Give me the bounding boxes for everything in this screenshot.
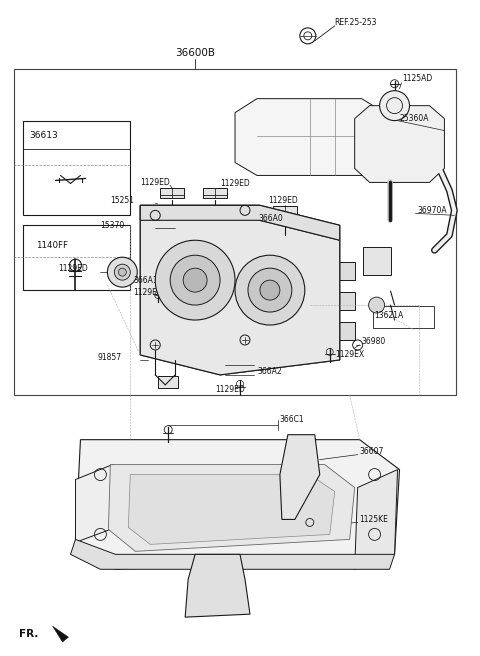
Polygon shape (71, 539, 395, 569)
Circle shape (119, 268, 126, 276)
Bar (335, 292, 355, 310)
Text: 1125AD: 1125AD (403, 74, 433, 83)
Polygon shape (280, 435, 320, 520)
Bar (23, 121, 130, 215)
Bar (13, 69, 456, 395)
Text: 1129EX: 1129EX (335, 350, 364, 359)
Bar (335, 322, 355, 340)
Polygon shape (52, 626, 69, 642)
Polygon shape (140, 205, 340, 240)
Bar (23, 225, 130, 290)
Polygon shape (355, 470, 397, 569)
Circle shape (260, 280, 280, 300)
Circle shape (380, 91, 409, 121)
Text: 366A1: 366A1 (133, 276, 158, 285)
Circle shape (369, 297, 384, 313)
Text: REF.25-253: REF.25-253 (335, 18, 377, 28)
Polygon shape (235, 98, 384, 175)
Circle shape (155, 240, 235, 320)
Polygon shape (108, 464, 355, 551)
Text: 15251: 15251 (110, 196, 134, 205)
Text: 91857: 91857 (97, 354, 121, 362)
Text: 1140FF: 1140FF (36, 241, 68, 250)
Circle shape (235, 255, 305, 325)
Text: 1129ED: 1129ED (215, 385, 245, 394)
Circle shape (183, 268, 207, 292)
Text: 25360A: 25360A (399, 114, 429, 123)
Text: 36613: 36613 (30, 131, 59, 140)
Circle shape (114, 264, 130, 280)
Polygon shape (355, 106, 444, 182)
Circle shape (108, 257, 137, 287)
Circle shape (248, 268, 292, 312)
Text: 13621A: 13621A (374, 310, 404, 319)
Bar (363, 247, 391, 275)
Text: 36607: 36607 (360, 447, 384, 456)
Text: 366A0: 366A0 (258, 214, 283, 223)
Bar (372, 306, 434, 328)
Text: 36980: 36980 (361, 337, 386, 346)
Polygon shape (75, 440, 399, 569)
Text: 366A2: 366A2 (257, 367, 282, 377)
Text: 1129ED: 1129ED (268, 196, 298, 205)
Bar (335, 262, 355, 280)
Circle shape (170, 255, 220, 305)
Text: 1129ED: 1129ED (140, 178, 170, 187)
Text: 36600B: 36600B (175, 48, 215, 58)
Bar (203, 188, 227, 198)
Bar (222, 315, 257, 355)
Polygon shape (185, 554, 250, 617)
Polygon shape (128, 474, 335, 544)
Text: 366C1: 366C1 (280, 415, 304, 424)
Polygon shape (75, 464, 112, 543)
Text: 1129ED: 1129ED (220, 179, 250, 188)
Text: 15370: 15370 (100, 221, 125, 230)
Polygon shape (140, 205, 340, 375)
Text: FR.: FR. (19, 629, 38, 639)
Text: 1129ED: 1129ED (59, 264, 88, 273)
Text: 36970A: 36970A (418, 206, 447, 215)
Bar (273, 207, 297, 216)
Text: 1125KE: 1125KE (360, 515, 388, 524)
Text: 1129ED: 1129ED (133, 287, 163, 297)
Polygon shape (140, 205, 340, 375)
Bar (158, 376, 178, 388)
Bar (160, 188, 184, 198)
